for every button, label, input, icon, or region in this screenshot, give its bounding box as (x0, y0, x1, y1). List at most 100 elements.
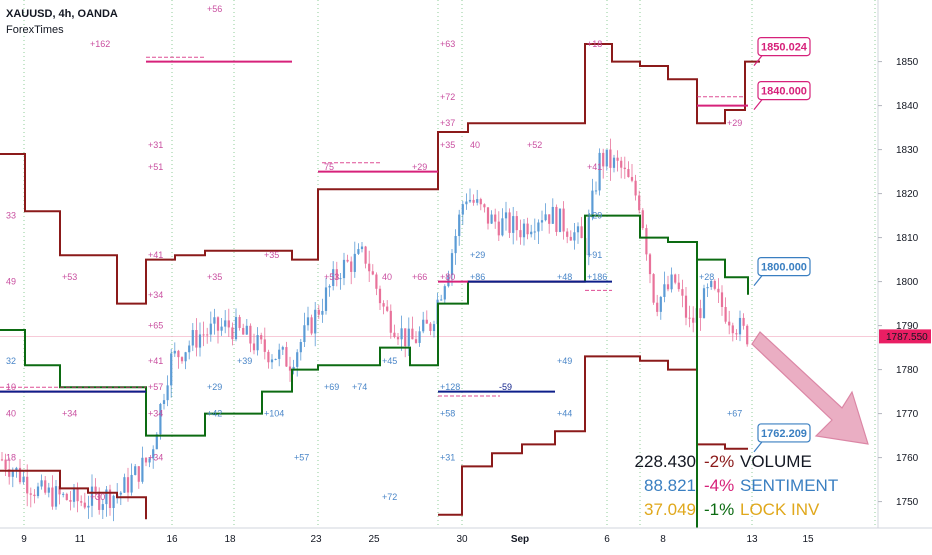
level-annotation: +52 (527, 140, 542, 150)
level-annotation: +128 (440, 382, 460, 392)
time-tick-label: 11 (75, 534, 86, 545)
candle-body (652, 274, 655, 303)
candle-body (252, 343, 256, 351)
candle-body (476, 199, 479, 203)
candle-body (479, 199, 482, 205)
candle-body (364, 246, 367, 264)
level-annotation: +48 (557, 272, 572, 282)
level-annotation: +35 (264, 250, 279, 260)
price-tick-label: 1850 (896, 57, 919, 68)
level-annotation: +57 (148, 382, 163, 392)
candle-body (285, 347, 288, 367)
candle-body (501, 218, 504, 236)
level-annotation: +49 (557, 356, 572, 366)
level-annotation: +39 (237, 356, 252, 366)
candle-body (386, 306, 389, 311)
candle-body (483, 204, 486, 208)
candle-body (504, 212, 508, 219)
candle-body (123, 477, 126, 493)
candle-body (522, 223, 526, 238)
level-annotation: +72 (440, 92, 455, 102)
lower-step-line (0, 469, 147, 520)
price-tick-label: 1770 (896, 409, 919, 420)
candle-body (429, 323, 432, 332)
level-annotation: +51 (148, 162, 163, 172)
candle-body (44, 480, 47, 493)
candle-body (62, 493, 65, 495)
candle-body (170, 353, 173, 386)
level-annotation: +41 (587, 162, 602, 172)
candle-body (656, 302, 659, 312)
level-annotation: +41 (148, 356, 163, 366)
current-price-label: 1787.550 (886, 332, 928, 343)
candle-body (260, 335, 263, 340)
candle-body (724, 306, 727, 322)
level-annotation: +31 (148, 140, 163, 150)
candle-body (155, 434, 158, 450)
time-tick-label: 9 (21, 534, 27, 545)
time-tick-label: 18 (224, 534, 236, 545)
candle-body (54, 486, 58, 507)
candle-body (735, 333, 738, 335)
candle-body (51, 487, 54, 507)
level-annotation: +67 (727, 409, 742, 419)
candle-body (306, 317, 310, 326)
level-annotation: +35 (440, 140, 455, 150)
candle-body (184, 352, 187, 362)
candle-body (339, 278, 342, 280)
candle-body (357, 249, 360, 254)
level-annotation: +162 (90, 39, 110, 49)
price-tick-label: 1790 (896, 321, 919, 332)
price-tick-label: 1830 (896, 145, 919, 156)
candle-body (105, 489, 108, 505)
candle-body (746, 325, 749, 345)
candle-body (623, 167, 626, 170)
candle-body (389, 310, 392, 333)
candle-body (87, 505, 90, 508)
level-annotation: +53 (62, 272, 77, 282)
trend-step-line (0, 214, 749, 437)
level-annotation: +35 (207, 272, 222, 282)
level-annotation: +63 (440, 39, 455, 49)
time-tick-label: 13 (746, 534, 758, 545)
candle-body (288, 366, 292, 371)
level-annotation: +91 (587, 250, 602, 260)
time-tick-label: Sep (511, 534, 529, 545)
candle-body (281, 347, 284, 350)
stat-value: 37.049 (644, 500, 696, 519)
candle-body (576, 226, 580, 233)
level-annotation: 40 (6, 409, 16, 419)
candle-body (605, 149, 608, 167)
candle-body (76, 488, 79, 502)
price-tick-label: 1810 (896, 233, 919, 244)
candle-body (263, 339, 266, 352)
price-callout-pointer (753, 441, 763, 453)
candle-body (526, 223, 529, 235)
level-annotation: +31 (440, 453, 455, 463)
candle-body (684, 295, 688, 318)
candle-body (713, 280, 716, 289)
candle-body (551, 206, 554, 224)
candle-body (274, 358, 277, 360)
candle-body (422, 319, 425, 332)
candle-body (465, 201, 468, 205)
candle-body (328, 285, 331, 288)
candle-body (612, 157, 616, 168)
level-annotation: 40 (470, 140, 480, 150)
price-callout-pointer (753, 99, 763, 110)
candle-body (616, 157, 619, 161)
candle-body (58, 486, 61, 495)
candle-body (303, 325, 306, 343)
candle-body (8, 469, 11, 477)
stat-pct: -1% (704, 500, 735, 519)
candle-body (242, 327, 245, 335)
price-callout-box (757, 36, 811, 57)
candle-body (706, 287, 709, 289)
projection-arrow (751, 331, 869, 445)
candle-body (267, 351, 270, 363)
time-tick-label: 25 (368, 534, 380, 545)
candle-body (152, 449, 155, 459)
candle-body (512, 216, 515, 233)
